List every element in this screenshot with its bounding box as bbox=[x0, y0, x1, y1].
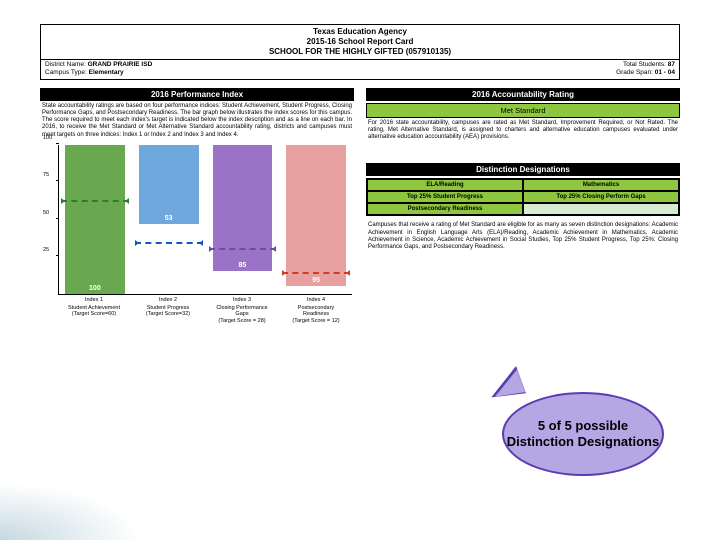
header-box: Texas Education Agency 2015-16 School Re… bbox=[40, 24, 680, 60]
y-axis-label: 25 bbox=[43, 247, 49, 253]
distinction-cell: Mathematics bbox=[523, 179, 679, 191]
accountability-text: For 2016 state accountability, campuses … bbox=[366, 120, 680, 142]
callout-text: 5 of 5 possible Distinction Designations bbox=[504, 418, 662, 449]
left-column: 2016 Performance Index State accountabil… bbox=[40, 88, 354, 324]
distinction-cell: ELA/Reading bbox=[367, 179, 523, 191]
bar-value: 100 bbox=[65, 285, 125, 292]
accountability-title: 2016 Accountability Rating bbox=[366, 88, 680, 101]
meta-label: Total Students: bbox=[623, 61, 666, 68]
distinction-text: Campuses that receive a rating of Met St… bbox=[366, 222, 680, 251]
bar-value: 95 bbox=[286, 277, 346, 284]
y-axis-label: 75 bbox=[43, 172, 49, 178]
two-column-layout: 2016 Performance Index State accountabil… bbox=[40, 88, 680, 324]
bar-column: 100 bbox=[65, 145, 125, 294]
report-card-document: Texas Education Agency 2015-16 School Re… bbox=[40, 24, 680, 324]
callout-bubble: 5 of 5 possible Distinction Designations bbox=[502, 392, 664, 476]
x-axis-label: Index 4Postsecondary Readiness(Target Sc… bbox=[286, 297, 346, 324]
bar: 95 bbox=[286, 145, 346, 287]
bar: 53 bbox=[139, 145, 199, 224]
perf-index-chart: 255075100100538595 Index 1Student Achiev… bbox=[40, 145, 354, 324]
meta-value: Elementary bbox=[89, 69, 124, 76]
meta-value: GRAND PRAIRIE ISD bbox=[88, 61, 153, 68]
perf-index-title: 2016 Performance Index bbox=[40, 88, 354, 101]
x-axis-label: Index 1Student Achievement(Target Score=… bbox=[64, 297, 124, 324]
distinction-cell: Top 25% Closing Perform Gaps bbox=[523, 191, 679, 203]
header-agency: Texas Education Agency bbox=[41, 27, 679, 37]
accountability-rating-box: Met Standard bbox=[366, 103, 680, 118]
bar-column: 53 bbox=[139, 145, 199, 294]
header-school: SCHOOL FOR THE HIGHLY GIFTED (057910135) bbox=[41, 47, 679, 57]
target-line bbox=[282, 272, 350, 276]
meta-left: District Name: GRAND PRAIRIE ISD Campus … bbox=[45, 61, 152, 78]
target-line bbox=[135, 242, 203, 246]
y-axis-label: 50 bbox=[43, 210, 49, 216]
bar-column: 95 bbox=[286, 145, 346, 294]
meta-value: 01 - 04 bbox=[655, 69, 675, 76]
bar-value: 53 bbox=[139, 215, 199, 222]
bar: 100 bbox=[65, 145, 125, 294]
distinction-cell: Postsecondary Readiness bbox=[367, 203, 523, 215]
distinction-grid: ELA/ReadingMathematicsTop 25% Student Pr… bbox=[366, 178, 680, 216]
header-report-title: 2015-16 School Report Card bbox=[41, 37, 679, 47]
right-column: 2016 Accountability Rating Met Standard … bbox=[366, 88, 680, 324]
target-line bbox=[209, 248, 277, 252]
x-axis-label: Index 2Student Progress(Target Score=32) bbox=[138, 297, 198, 324]
distinction-title: Distinction Designations bbox=[366, 163, 680, 176]
meta-value: 87 bbox=[668, 61, 675, 68]
distinction-cell: Top 25% Student Progress bbox=[367, 191, 523, 203]
meta-box: District Name: GRAND PRAIRIE ISD Campus … bbox=[40, 60, 680, 80]
x-axis-label: Index 3Closing Performance Gaps(Target S… bbox=[212, 297, 272, 324]
distinction-cell-empty bbox=[523, 203, 679, 215]
y-axis-label: 100 bbox=[43, 135, 52, 141]
meta-right: Total Students: 87 Grade Span: 01 - 04 bbox=[616, 61, 675, 78]
perf-index-text: State accountability ratings are based o… bbox=[40, 103, 354, 139]
meta-label: Grade Span: bbox=[616, 69, 653, 76]
meta-label: Campus Type: bbox=[45, 69, 87, 76]
bar-value: 85 bbox=[213, 262, 273, 269]
meta-label: District Name: bbox=[45, 61, 86, 68]
bar: 85 bbox=[213, 145, 273, 272]
bar-column: 85 bbox=[213, 145, 273, 294]
target-line bbox=[61, 200, 129, 204]
